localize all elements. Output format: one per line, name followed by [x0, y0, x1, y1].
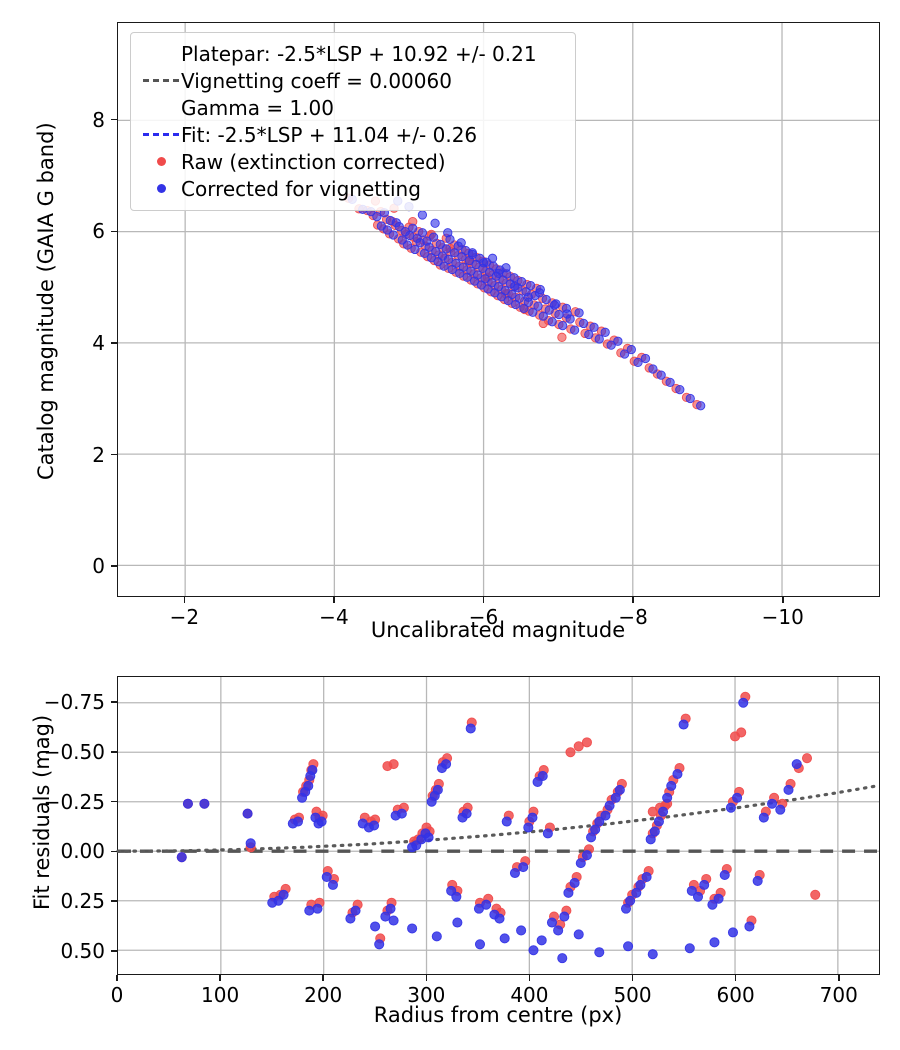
x-tick-mark — [183, 597, 186, 603]
calibration-yaxis-title: Catalog magnitude (GAIA G band) — [34, 122, 58, 480]
y-tick-mark — [111, 900, 117, 903]
y-tick-mark — [111, 565, 117, 568]
x-tick-label: 0 — [110, 983, 124, 1007]
x-tick-mark — [837, 975, 840, 981]
legend-label-platepar: Platepar: -2.5*LSP + 10.92 +/- 0.21 — [181, 41, 537, 66]
y-tick-label: 0.50 — [60, 939, 105, 964]
x-tick-label: 100 — [201, 983, 240, 1007]
x-tick-label: 400 — [510, 983, 549, 1007]
legend-row-gamma: Gamma = 1.00 — [141, 94, 563, 121]
y-tick-mark — [111, 950, 117, 952]
y-tick-mark — [111, 118, 117, 121]
y-tick-label: 8 — [92, 107, 105, 132]
x-tick-label: −4 — [319, 605, 349, 629]
fit-residuals-plot — [116, 676, 881, 975]
y-tick-label: 0 — [92, 554, 105, 579]
legend-row-fit: Fit: -2.5*LSP + 11.04 +/- 0.26 — [141, 121, 563, 148]
y-tick-mark — [111, 750, 117, 753]
dot-marker-red-icon — [141, 157, 181, 166]
dot-marker-blue-icon — [141, 184, 181, 193]
y-tick-label: 0.00 — [60, 839, 105, 864]
residuals-plot-canvas — [116, 677, 881, 974]
y-tick-mark — [111, 342, 117, 344]
legend-label-gamma: Gamma = 1.00 — [181, 95, 334, 120]
y-tick-label: 6 — [92, 219, 105, 244]
x-tick-mark — [734, 975, 737, 981]
dashed-line-gray-icon — [141, 79, 181, 82]
legend-label-corrected: Corrected for vignetting — [181, 176, 421, 201]
y-tick-label: −0.75 — [43, 689, 105, 714]
legend-row-raw: Raw (extinction corrected) — [141, 148, 563, 175]
y-tick-mark — [111, 800, 117, 803]
residuals-yaxis-title: Fit residuals (mag) — [30, 714, 54, 910]
y-tick-mark — [111, 453, 117, 456]
y-tick-mark — [111, 850, 117, 853]
calibration-legend: Platepar: -2.5*LSP + 10.92 +/- 0.21 Vign… — [130, 32, 576, 211]
x-tick-label: −2 — [169, 605, 200, 629]
x-tick-mark — [425, 975, 428, 981]
dashed-line-blue-icon — [141, 133, 181, 136]
y-tick-label: 0.25 — [60, 889, 105, 914]
x-tick-mark — [528, 975, 531, 981]
y-tick-mark — [111, 230, 117, 233]
legend-row-platepar: Platepar: -2.5*LSP + 10.92 +/- 0.21 — [141, 40, 563, 67]
x-tick-label: −8 — [618, 605, 648, 629]
x-tick-label: 300 — [407, 983, 446, 1007]
x-tick-mark — [781, 597, 784, 603]
x-tick-label: 200 — [304, 983, 343, 1007]
x-tick-mark — [219, 975, 221, 981]
calibration-xaxis-title: Uncalibrated magnitude — [370, 618, 626, 642]
x-tick-mark — [322, 975, 324, 981]
y-tick-label: −0.50 — [43, 739, 105, 764]
x-tick-mark — [631, 975, 634, 981]
y-tick-label: 4 — [92, 330, 105, 355]
residuals-xaxis-title: Radius from centre (px) — [373, 1003, 623, 1027]
x-tick-label: 600 — [716, 983, 755, 1007]
legend-row-corrected: Corrected for vignetting — [141, 175, 563, 202]
y-tick-label: 2 — [92, 442, 105, 467]
x-tick-label: 700 — [819, 983, 858, 1007]
x-tick-label: −10 — [761, 605, 804, 629]
legend-label-fit: Fit: -2.5*LSP + 11.04 +/- 0.26 — [181, 122, 478, 147]
x-tick-mark — [482, 597, 485, 603]
x-tick-label: 500 — [613, 983, 652, 1007]
legend-row-vignetting-coeff: Vignetting coeff = 0.00060 — [141, 67, 563, 94]
x-tick-label: −6 — [468, 605, 499, 629]
legend-label-raw: Raw (extinction corrected) — [181, 149, 446, 174]
x-tick-mark — [632, 597, 634, 603]
y-tick-label: −0.25 — [43, 789, 105, 814]
y-tick-mark — [111, 701, 117, 703]
x-tick-mark — [116, 975, 118, 981]
legend-label-vignetting-coeff: Vignetting coeff = 0.00060 — [181, 68, 452, 93]
x-tick-mark — [333, 597, 335, 603]
